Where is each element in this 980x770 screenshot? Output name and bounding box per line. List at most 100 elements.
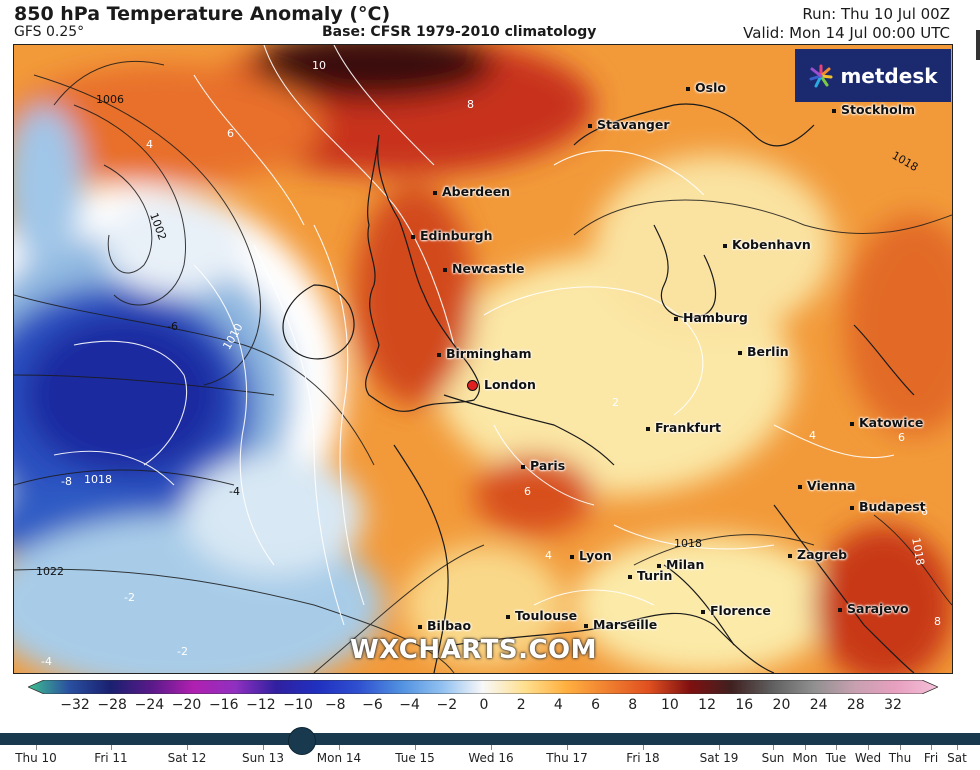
timeline-day-label[interactable]: Sat 12 (167, 751, 207, 765)
timeline-day-label[interactable]: Wed (854, 751, 882, 765)
color-scale-tick-label: 6 (591, 697, 600, 713)
city-label: Birmingham (446, 346, 532, 361)
timeline-day-label[interactable]: Tue (825, 751, 847, 765)
metdesk-logo-text: metdesk (840, 63, 938, 88)
city-birmingham[interactable]: Birmingham (437, 346, 532, 361)
timeline-day-label[interactable]: Tue 15 (395, 751, 435, 765)
city-stavanger[interactable]: Stavanger (588, 117, 670, 132)
timeline-tick (491, 745, 492, 750)
city-label: Paris (530, 458, 566, 473)
isobar-label: 1006 (96, 93, 124, 106)
city-turin[interactable]: Turin (628, 568, 672, 583)
timeline-tick (643, 745, 644, 750)
city-frankfurt[interactable]: Frankfurt (646, 420, 721, 435)
city-vienna[interactable]: Vienna (798, 478, 855, 493)
city-lyon[interactable]: Lyon (570, 548, 612, 563)
weather-map[interactable]: metdesk 1006 1002 1010 1018 1018 1022 10… (13, 44, 953, 674)
wxcharts-watermark: WXCHARTS.COM (350, 635, 598, 665)
timeline-day-label[interactable]: Sat 19 (699, 751, 739, 765)
city-toulouse[interactable]: Toulouse (506, 608, 577, 623)
timeline-day-label[interactable]: Thu (888, 751, 912, 765)
forecast-timeline-track[interactable] (0, 733, 980, 745)
city-oslo[interactable]: Oslo (686, 80, 726, 95)
city-hamburg[interactable]: Hamburg (674, 310, 748, 325)
color-scale-tick-label: −6 (362, 697, 383, 713)
isobar-label: 1018 (84, 473, 112, 486)
temp-contour-label: 2 (612, 396, 619, 409)
color-scale-ticks: −32 −28 −24 −20 −16 −12 −10 −8 −6 −4 −2 0 2 4 6 8 10 12 16… (0, 697, 980, 719)
city-stockholm[interactable]: Stockholm (832, 102, 915, 117)
city-label: Sarajevo (847, 601, 909, 616)
city-label: Turin (637, 568, 673, 583)
color-scale-tick-label: 20 (772, 697, 791, 713)
timeline-tick (263, 745, 264, 750)
color-scale-tick-label: −32 (60, 697, 90, 713)
edge-scrollbar[interactable] (976, 30, 980, 60)
timeline-day-label[interactable]: Thu 17 (546, 751, 588, 765)
temp-contour-label: -2 (124, 591, 135, 604)
timeline-day-label[interactable]: Sat (947, 751, 967, 765)
isobar-label: 1018 (674, 537, 702, 550)
city-berlin[interactable]: Berlin (738, 344, 789, 359)
color-scale-tick-label: 32 (884, 697, 902, 713)
timeline-day-label[interactable]: Mon 14 (316, 751, 362, 765)
color-scale-tick-label: −28 (97, 697, 127, 713)
city-marker (433, 190, 437, 195)
city-newcastle[interactable]: Newcastle (443, 261, 525, 276)
city-london[interactable]: London (467, 377, 536, 392)
city-marker (788, 553, 792, 558)
temp-contour-label: -8 (61, 475, 72, 488)
temp-contour-label: 6 (921, 505, 928, 518)
city-katowice[interactable]: Katowice (850, 415, 923, 430)
city-budapest[interactable]: Budapest (850, 499, 926, 514)
timeline-day-label[interactable]: Fri 18 (626, 751, 660, 765)
city-milan[interactable]: Milan (657, 557, 704, 572)
temp-contour-label: 4 (809, 429, 816, 442)
city-marseille[interactable]: Marseille (584, 617, 657, 632)
city-marker (723, 243, 727, 248)
timeline-tick (805, 745, 806, 750)
color-scale-tick-label: −2 (436, 697, 458, 713)
city-edinburgh[interactable]: Edinburgh (411, 228, 493, 243)
timeline-tick (187, 745, 188, 750)
timeline-tick (111, 745, 112, 750)
timeline-day-label[interactable]: Mon (792, 751, 818, 765)
timeline-day-label[interactable]: Wed 16 (468, 751, 514, 765)
temp-contour-label: 8 (467, 98, 474, 111)
city-bilbao[interactable]: Bilbao (418, 618, 471, 633)
timeline-tick (868, 745, 869, 750)
timeline-tick (773, 745, 774, 750)
timeline-day-label[interactable]: Sun 13 (242, 751, 284, 765)
city-marker (521, 464, 525, 469)
color-scale-tick-label: 0 (479, 697, 489, 713)
temp-contour-label: 10 (312, 59, 326, 72)
city-label: Kobenhavn (732, 237, 811, 252)
city-florence[interactable]: Florence (701, 603, 771, 618)
timeline-day-label[interactable]: Fri 11 (94, 751, 128, 765)
temp-contour-label: 6 (227, 127, 234, 140)
timeline-tick (339, 745, 340, 750)
city-marker (850, 505, 854, 510)
temp-contour-label: 6 (898, 431, 905, 444)
city-kobenhavn[interactable]: Kobenhavn (723, 237, 811, 252)
timeline-handle[interactable] (288, 727, 316, 755)
city-label: Frankfurt (655, 420, 722, 435)
metdesk-logo: metdesk (795, 49, 951, 102)
city-label: Florence (710, 603, 771, 618)
city-marker (570, 554, 574, 559)
isobar-label: 1022 (36, 565, 64, 578)
city-paris[interactable]: Paris (521, 458, 565, 473)
color-scale-tick-label: 12 (698, 697, 716, 713)
color-scale-tick-label: 8 (628, 697, 638, 713)
city-aberdeen[interactable]: Aberdeen (433, 184, 510, 199)
color-scale-tick-label: 24 (809, 697, 828, 713)
timeline-day-label[interactable]: Fri (923, 751, 939, 765)
city-sarajevo[interactable]: Sarajevo (838, 601, 909, 616)
timeline-day-label[interactable]: Thu 10 (15, 751, 57, 765)
city-label: Stavanger (597, 117, 670, 132)
city-zagreb[interactable]: Zagreb (788, 547, 847, 562)
color-scale-tick-label: 10 (660, 697, 679, 713)
timeline-day-label[interactable]: Sun (761, 751, 785, 765)
color-scale-tick-label: −10 (283, 697, 313, 713)
city-marker (850, 421, 854, 426)
